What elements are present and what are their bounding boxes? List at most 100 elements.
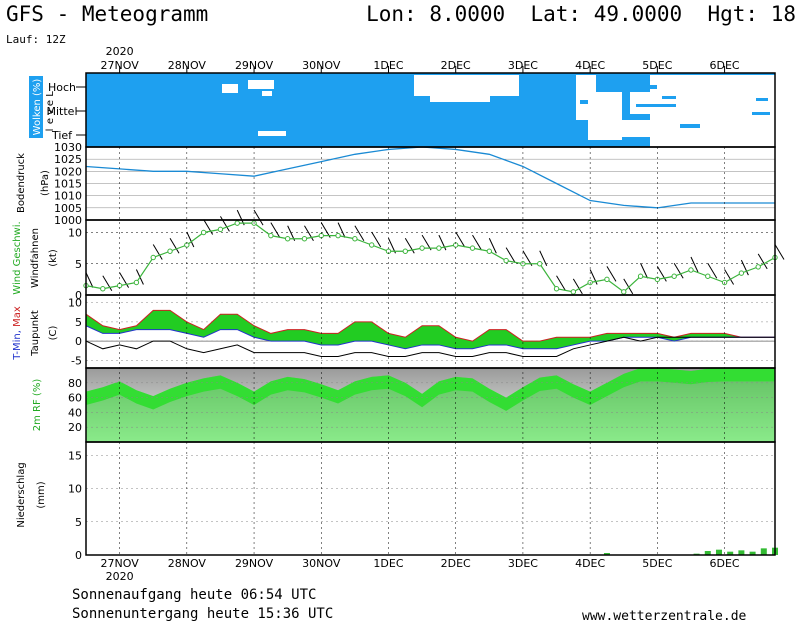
wind-barb-13 xyxy=(304,225,314,242)
wind-barb-4 xyxy=(152,244,163,260)
wind-barb-8 xyxy=(220,216,230,232)
wind-point-40 xyxy=(755,264,761,270)
precip-ytick-1: 5 xyxy=(75,516,82,529)
cloud-level-letter-0: L xyxy=(45,91,56,97)
wind-point-8 xyxy=(217,226,224,233)
wind-unit-label: (kt) xyxy=(48,249,59,267)
day-label-bottom-4: 1DEC xyxy=(373,557,403,570)
cloud-patch-5 xyxy=(752,112,770,115)
wind-barb-0 xyxy=(85,272,94,288)
wind-barb-6 xyxy=(186,231,195,248)
cloud-patch-1 xyxy=(636,104,676,107)
humidity-ytick-2: 60 xyxy=(68,392,82,405)
temp-ytick-0: -5 xyxy=(71,354,82,367)
wind-barb-29 xyxy=(572,278,583,295)
wind-point-23 xyxy=(469,245,476,251)
precip-bar-6 xyxy=(749,551,756,555)
day-label-top-4: 1DEC xyxy=(373,59,403,72)
wind-point-15 xyxy=(335,232,341,239)
pressure-ytick-4: 1020 xyxy=(54,165,82,178)
wind-barb-label: Windfahnen xyxy=(30,228,41,288)
temp-unit-label: (C) xyxy=(48,326,59,341)
wind-barb-27 xyxy=(539,250,548,266)
cloud-gap-2 xyxy=(262,91,272,96)
wind-point-7 xyxy=(200,229,207,236)
cloud-level-letter-4: l xyxy=(45,129,56,132)
cloud-level-letter-2: v xyxy=(45,109,56,115)
cloud-gap-1 xyxy=(248,80,274,89)
cloud-patch-6 xyxy=(580,100,588,104)
panel-frame-wind xyxy=(85,219,776,296)
day-label-top-3: 30NOV xyxy=(302,59,341,72)
precip-unit-label: (mm) xyxy=(36,481,47,508)
pressure-unit-label: (hPa) xyxy=(40,170,51,196)
temp-ytick-3: 10 xyxy=(68,297,82,310)
wind-barb-41 xyxy=(774,244,785,260)
precip-ytick-0: 0 xyxy=(75,549,82,562)
wind-barb-39 xyxy=(740,259,749,276)
precip-panel-label: Niederschlag xyxy=(16,462,27,527)
wind-point-33 xyxy=(637,273,644,279)
precip-bar-4 xyxy=(727,551,734,555)
day-label-bottom-1: 28NOV xyxy=(168,557,207,570)
location-coordinates: Lon: 8.0000 Lat: 49.0000 Hgt: 18 xyxy=(366,2,796,26)
cloud-panel-label: Wolken (%) xyxy=(32,79,43,136)
cloud-gap-4 xyxy=(414,75,519,96)
wind-barb-37 xyxy=(707,262,718,279)
cloud-label-box xyxy=(29,76,43,138)
wind-barb-31 xyxy=(606,266,617,282)
day-label-bottom-2: 29NOV xyxy=(235,557,274,570)
pressure-ytick-5: 1025 xyxy=(54,153,82,166)
temp-panel-label: T-Min, Max xyxy=(12,306,23,361)
day-label-bottom-6: 3DEC xyxy=(508,557,538,570)
meteogram-title: GFS - Meteogramm xyxy=(6,2,209,26)
wind-point-17 xyxy=(368,242,375,248)
wind-point-16 xyxy=(352,236,358,242)
humidity-panel-label: 2m RF (%) xyxy=(32,379,43,432)
precip-bar-2 xyxy=(704,551,711,555)
day-label-top-5: 2DEC xyxy=(441,59,471,72)
cloud-gap-10 xyxy=(630,92,660,114)
wind-barb-22 xyxy=(455,231,466,248)
temp-ytick-1: 0 xyxy=(75,335,82,348)
wind-point-4 xyxy=(150,254,156,261)
wind-barb-40 xyxy=(757,253,768,270)
wind-barb-5 xyxy=(169,237,180,254)
cloud-gap-14 xyxy=(740,120,775,142)
day-label-bottom-3: 30NOV xyxy=(302,557,341,570)
wind-barb-11 xyxy=(270,222,281,238)
pressure-ytick-2: 1010 xyxy=(54,190,82,203)
day-label-top-1: 28NOV xyxy=(168,59,207,72)
precip-bar-7 xyxy=(760,548,767,555)
temp-ytick-2: 5 xyxy=(75,316,82,329)
year-label-top: 2020 xyxy=(106,45,134,58)
day-label-bottom-7: 4DEC xyxy=(575,557,605,570)
tmin-label: T-Min, xyxy=(12,327,23,361)
wind-ytick-2: 10 xyxy=(68,227,82,240)
wind-speed-line xyxy=(85,222,776,293)
wind-point-19 xyxy=(402,248,408,254)
wind-barb-28 xyxy=(556,275,566,292)
wind-point-11 xyxy=(268,232,274,239)
wind-barb-35 xyxy=(673,262,684,279)
day-label-top-7: 4DEC xyxy=(575,59,605,72)
wind-barb-10 xyxy=(253,209,264,226)
wind-barb-16 xyxy=(354,225,365,242)
humidity-ytick-3: 80 xyxy=(68,377,82,390)
cloud-patch-4 xyxy=(756,98,768,101)
wind-ytick-0: 0 xyxy=(75,289,82,302)
wind-barb-15 xyxy=(337,222,346,238)
wind-barb-7 xyxy=(203,219,214,235)
dewpoint-line xyxy=(85,336,775,357)
day-label-top-0: 27NOV xyxy=(101,59,140,72)
day-label-bottom-0: 27NOV xyxy=(101,557,140,570)
wind-barb-33 xyxy=(640,263,649,279)
cloud-level-letter-1: e xyxy=(45,100,56,106)
wind-barb-36 xyxy=(690,256,699,273)
cloud-gap-5 xyxy=(430,96,490,102)
wind-point-9 xyxy=(234,220,240,226)
precip-bar-0 xyxy=(603,553,610,555)
cloud-patch-3 xyxy=(680,124,700,128)
cloud-gap-11 xyxy=(610,120,640,132)
